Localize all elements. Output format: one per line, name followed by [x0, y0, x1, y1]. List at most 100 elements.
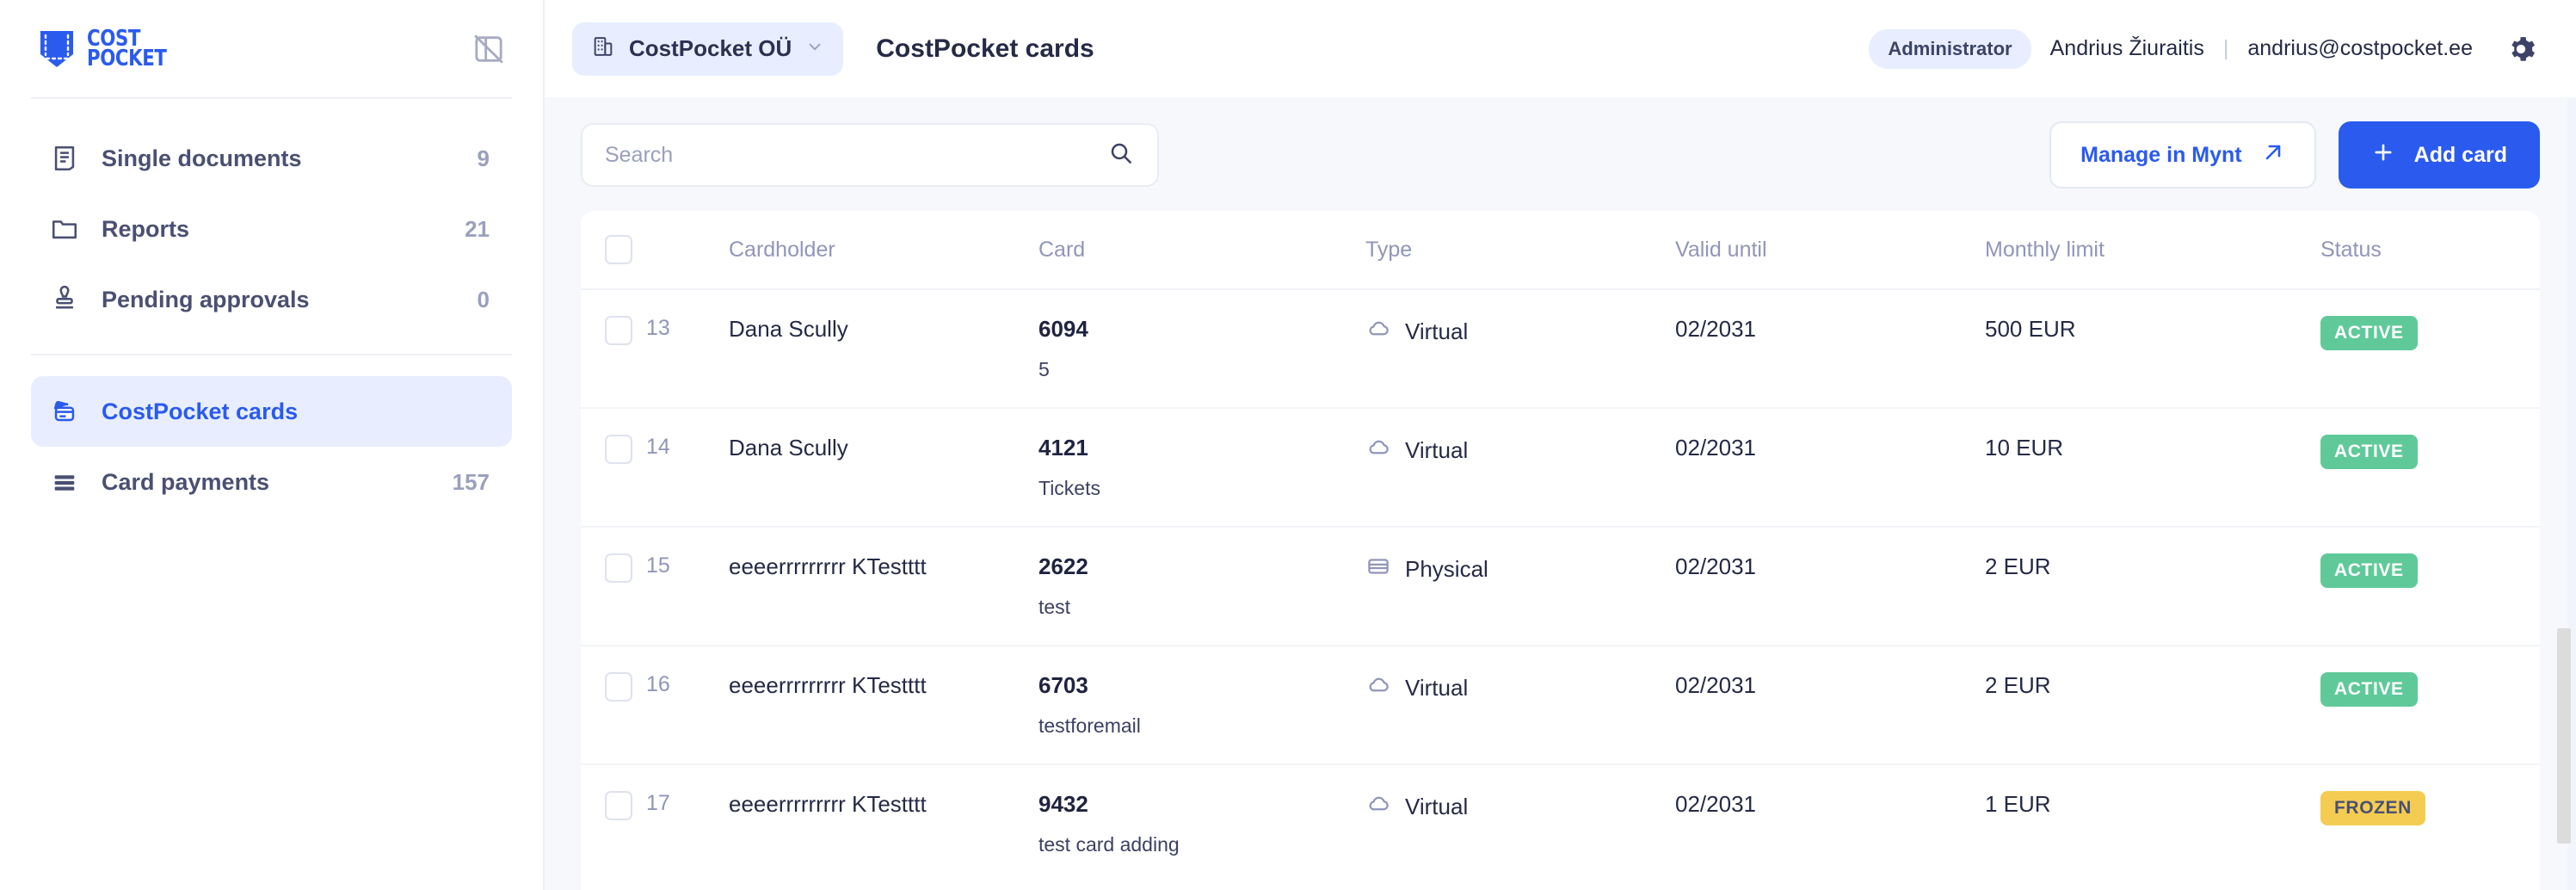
chevron-down-icon	[805, 37, 824, 60]
table-body: 13 Dana Scully 6094 5	[581, 289, 2540, 882]
table-header-row: Cardholder Card Type Valid until Monthly…	[581, 211, 2540, 290]
gear-icon[interactable]	[2502, 30, 2540, 68]
card-name: testforemail	[1038, 714, 1141, 737]
user-name: Andrius Žiuraitis	[2049, 36, 2204, 60]
row-checkbox[interactable]	[605, 553, 632, 583]
plus-icon	[2371, 140, 2395, 170]
status-badge: FROZEN	[2320, 791, 2425, 825]
cell-valid-until: 02/2031	[1675, 408, 1985, 528]
cell-id: 13	[646, 289, 729, 409]
cell-cardholder: eeeerrrrrrrrr KTestttt	[729, 791, 927, 817]
page-title: CostPocket cards	[876, 34, 1094, 63]
add-card-button[interactable]: Add card	[2338, 121, 2540, 189]
receipt-icon	[50, 144, 86, 173]
cell-status: ACTIVE	[2320, 527, 2540, 646]
row-select-cell	[581, 646, 646, 765]
sidebar-item-costpocket-cards[interactable]: CostPocket cards	[31, 376, 512, 447]
row-select-cell	[581, 764, 646, 882]
cell-card: 6703 testforemail	[1038, 646, 1365, 765]
cell-status: ACTIVE	[2320, 408, 2540, 528]
row-checkbox[interactable]	[605, 672, 632, 701]
cards-table: Cardholder Card Type Valid until Monthly…	[581, 211, 2540, 882]
cell-cardholder: Dana Scully	[729, 408, 1038, 528]
main-area: CostPocket OÜ CostPocket cards Administr…	[545, 0, 2576, 890]
cards-table-card: Cardholder Card Type Valid until Monthly…	[581, 211, 2540, 890]
scroll-track	[2567, 97, 2576, 890]
cell-valid-until: 02/2031	[1675, 289, 1985, 409]
card-name: test card adding	[1038, 833, 1180, 856]
logo-line-2: POCKET	[87, 45, 167, 71]
cell-monthly-limit: 2 EUR	[1985, 527, 2320, 646]
column-header-type[interactable]: Type	[1365, 211, 1675, 290]
add-card-label: Add card	[2413, 142, 2507, 167]
cell-id: 15	[646, 527, 729, 646]
folder-icon	[50, 214, 86, 244]
card-name: test	[1038, 596, 1071, 618]
sidebar-item-pending-approvals[interactable]: Pending approvals 0	[31, 264, 512, 335]
select-all-header	[581, 211, 646, 290]
column-header-status[interactable]: Status	[2320, 211, 2540, 290]
org-name: CostPocket OÜ	[629, 35, 792, 61]
sidebar-item-reports[interactable]: Reports 21	[31, 194, 512, 264]
cards-icon	[50, 397, 86, 426]
cell-type: Physical	[1365, 527, 1675, 646]
cell-status: ACTIVE	[2320, 289, 2540, 409]
vertical-scrollbar-thumb[interactable]	[2557, 628, 2571, 844]
pocket-logo-icon	[40, 30, 73, 67]
sidebar-item-single-documents[interactable]: Single documents 9	[31, 123, 512, 194]
sidebar-item-count: 9	[477, 145, 490, 171]
manage-in-mynt-button[interactable]: Manage in Mynt	[2049, 121, 2316, 189]
toolbar-actions: Manage in Mynt Add card	[2049, 121, 2540, 189]
sidebar-item-card-payments[interactable]: Card payments 157	[31, 447, 512, 517]
sidebar-item-count: 21	[465, 215, 490, 242]
table-row[interactable]: 15 eeeerrrrrrrrr KTestttt 2622 test	[581, 527, 2540, 646]
app-logo[interactable]: COST POCKET	[38, 28, 184, 70]
table-row[interactable]: 14 Dana Scully 4121 Tickets	[581, 408, 2540, 528]
type-label: Physical	[1405, 556, 1488, 582]
cell-valid-until: 02/2031	[1675, 646, 1985, 765]
cell-type: Virtual	[1365, 764, 1675, 882]
card-number: 2622	[1038, 553, 1088, 579]
role-badge: Administrator	[1869, 28, 2031, 69]
search-icon[interactable]	[1107, 139, 1135, 171]
card-name: Tickets	[1038, 477, 1100, 499]
column-header-cardholder[interactable]: Cardholder	[729, 211, 1038, 290]
cell-card: 9432 test card adding	[1038, 764, 1365, 882]
cell-monthly-limit: 2 EUR	[1985, 646, 2320, 765]
select-all-checkbox[interactable]	[605, 235, 632, 264]
cell-type: Virtual	[1365, 289, 1675, 409]
column-header-valid-until[interactable]: Valid until	[1675, 211, 1985, 290]
org-switcher[interactable]: CostPocket OÜ	[572, 22, 844, 76]
user-separator: |	[2222, 36, 2229, 60]
table-row[interactable]: 13 Dana Scully 6094 5	[581, 289, 2540, 409]
search-input[interactable]	[605, 142, 1107, 168]
table-header: Cardholder Card Type Valid until Monthly…	[581, 211, 2540, 290]
type-label: Virtual	[1405, 794, 1469, 819]
search-box[interactable]	[581, 123, 1159, 187]
logo-wordmark: COST POCKET	[87, 26, 184, 71]
row-checkbox[interactable]	[605, 435, 632, 464]
table-row[interactable]: 16 eeeerrrrrrrrr KTestttt 6703 testforem…	[581, 646, 2540, 765]
cell-card: 2622 test	[1038, 527, 1365, 646]
sidebar-item-count: 0	[477, 286, 490, 312]
stacked-lines	[54, 475, 75, 491]
card-name: 5	[1038, 358, 1050, 380]
sidebar-item-label: Single documents	[102, 145, 302, 171]
cell-status: ACTIVE	[2320, 646, 2540, 765]
stamp-icon	[50, 285, 86, 314]
row-checkbox[interactable]	[605, 791, 632, 820]
column-header-card[interactable]: Card	[1038, 211, 1365, 290]
row-checkbox[interactable]	[605, 316, 632, 345]
status-badge: ACTIVE	[2320, 672, 2418, 707]
sidebar: COST POCKET	[0, 0, 545, 890]
logo-line-1: COST	[87, 26, 141, 53]
table-row[interactable]: 17 eeeerrrrrrrrr KTestttt 9432 test card…	[581, 764, 2540, 882]
collapse-sidebar-icon[interactable]	[471, 31, 507, 67]
column-header-id[interactable]	[646, 211, 729, 290]
row-select-cell	[581, 289, 646, 409]
cell-id: 14	[646, 408, 729, 528]
cloud-icon	[1365, 316, 1391, 348]
cell-type: Virtual	[1365, 646, 1675, 765]
column-header-monthly-limit[interactable]: Monthly limit	[1985, 211, 2320, 290]
